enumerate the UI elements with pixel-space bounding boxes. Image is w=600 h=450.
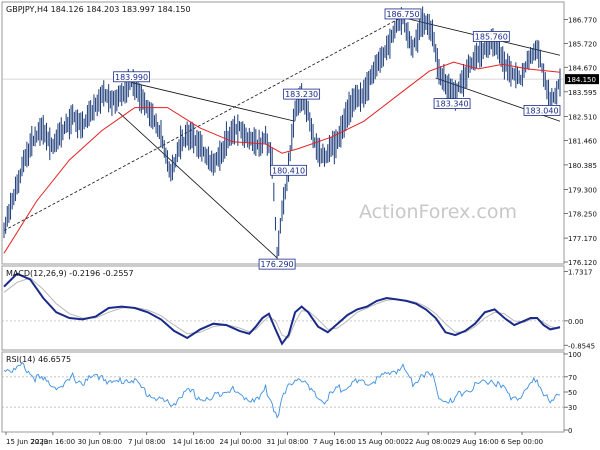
rsi-title: RSI(14) 46.6575 bbox=[6, 355, 71, 364]
rsi-line bbox=[3, 361, 560, 419]
price-label: 183.340 bbox=[436, 100, 469, 109]
price-y-tick-label: 184.670 bbox=[568, 64, 597, 72]
price-label: 176.290 bbox=[261, 260, 294, 269]
current-price-box bbox=[565, 74, 599, 85]
x-tick-label: 31 Jul 08:00 bbox=[266, 438, 308, 446]
x-tick-label: 14 Jul 16:00 bbox=[173, 438, 215, 446]
rsi-y-tick-label: 30 bbox=[568, 404, 577, 412]
rsi-y-tick-label: 50 bbox=[568, 389, 577, 397]
price-y-tick-label: 182.510 bbox=[568, 113, 597, 121]
price-label-box bbox=[384, 8, 422, 20]
x-tick-label: 15 Jun 2023 bbox=[6, 438, 48, 446]
rsi-lines-layer bbox=[2, 361, 564, 419]
current-price-label: 184.150 bbox=[567, 76, 596, 84]
price-y-tick-label: 178.250 bbox=[568, 210, 597, 218]
x-tick-label: 30 Jun 08:00 bbox=[78, 438, 122, 446]
price-y-tick-label: 176.120 bbox=[568, 259, 597, 267]
macd-y-tick-label: -0.8545 bbox=[568, 342, 595, 350]
price-label: 180.410 bbox=[272, 166, 305, 175]
price-series-layer bbox=[3, 6, 561, 263]
price-label-box bbox=[113, 71, 150, 83]
x-tick-label: 7 Aug 16:00 bbox=[313, 438, 356, 446]
x-tick-label: 15 Aug 00:00 bbox=[358, 438, 405, 446]
price-y-tick-label: 181.460 bbox=[568, 137, 597, 145]
price-y-tick-label: 186.770 bbox=[568, 16, 597, 24]
price-y-tick-label: 183.595 bbox=[568, 89, 597, 97]
price-y-tick-label: 185.720 bbox=[568, 40, 597, 48]
macd-lines-layer bbox=[2, 272, 564, 346]
x-tick-label: 29 Aug 16:00 bbox=[451, 438, 498, 446]
price-label-box bbox=[523, 105, 561, 116]
price-label: 185.760 bbox=[475, 32, 508, 41]
macd-panel-frame bbox=[1, 265, 565, 351]
trendline-1 bbox=[3, 16, 404, 231]
macd-line bbox=[3, 272, 561, 346]
macd-title: MACD(12,26,9) -0.2196 -0.2557 bbox=[6, 269, 134, 278]
macd-y-tick-label: 0.00 bbox=[568, 318, 584, 326]
rsi-y-tick-label: 0 bbox=[568, 427, 572, 435]
x-tick-label: 24 Jul 00:00 bbox=[220, 438, 262, 446]
price-label-box bbox=[433, 98, 471, 109]
price-label-box bbox=[270, 164, 307, 176]
price-label: 186.750 bbox=[386, 10, 419, 19]
x-tick-label: 22 Jun 16:00 bbox=[31, 438, 75, 446]
moving-average-line bbox=[3, 61, 561, 254]
x-tick-label: 22 Aug 08:00 bbox=[405, 438, 452, 446]
macd-y-axis: 1.7317 0.00 -0.8545 bbox=[564, 268, 595, 350]
price-label-box bbox=[283, 88, 321, 100]
trendline-2 bbox=[131, 82, 296, 122]
rsi-panel-frame bbox=[1, 351, 565, 433]
price-panel-frame bbox=[1, 1, 565, 265]
price-label: 183.040 bbox=[525, 106, 558, 115]
watermark: ActionForex.com bbox=[359, 201, 517, 223]
rsi-y-axis: 100 70 50 30 0 bbox=[564, 351, 581, 435]
price-labels-layer: 183.990 176.290 180.410 183.230 186.750 183.3… bbox=[113, 8, 561, 270]
rsi-y-tick-label: 70 bbox=[568, 374, 577, 382]
price-y-tick-label: 177.170 bbox=[568, 235, 597, 243]
price-label-box bbox=[258, 258, 296, 270]
price-label: 183.230 bbox=[285, 90, 318, 99]
macd-y-tick-label: 1.7317 bbox=[568, 268, 593, 276]
price-y-axis: 186.770 185.720 184.670 183.595 182.510 181.4… bbox=[564, 16, 599, 267]
price-y-tick-label: 179.300 bbox=[568, 187, 597, 195]
chart-header: GBPJPY,H4 184.126 184.203 183.997 184.15… bbox=[6, 5, 191, 14]
trendline-3 bbox=[118, 111, 278, 259]
x-tick-label: 7 Jul 08:00 bbox=[128, 438, 166, 446]
price-label: 183.990 bbox=[115, 73, 148, 82]
price-y-tick-label: 180.385 bbox=[568, 162, 597, 170]
x-tick-label: 6 Sep 00:00 bbox=[501, 438, 543, 446]
moving-average-layer bbox=[3, 61, 561, 254]
price-label-box bbox=[472, 31, 510, 42]
rsi-y-tick-label: 100 bbox=[568, 351, 581, 359]
